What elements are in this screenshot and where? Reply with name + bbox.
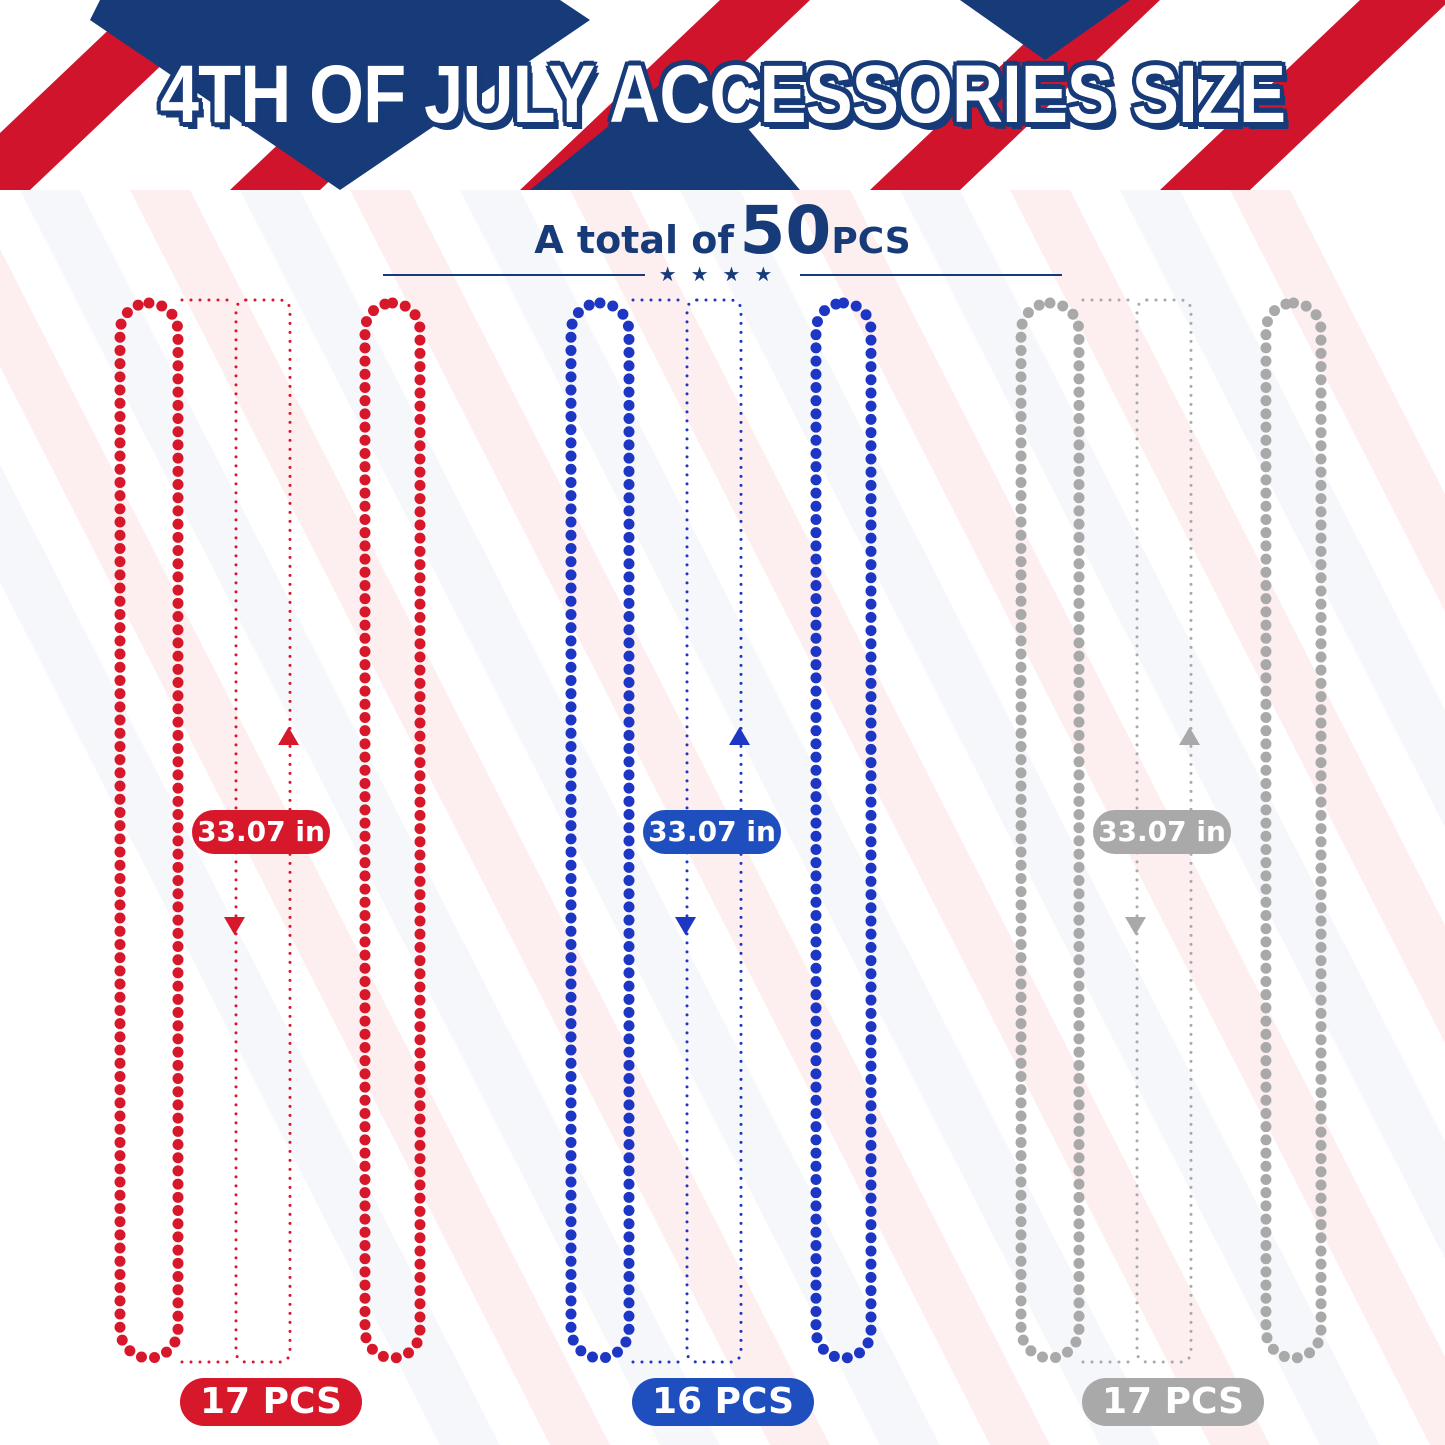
faint-flag-stripe bbox=[0, 464, 500, 1445]
faint-flag-stripe bbox=[130, 190, 830, 1445]
silver-dotted-guide bbox=[1135, 298, 1193, 1364]
flag-stripe bbox=[870, 0, 1160, 190]
arrow-up-icon bbox=[1179, 727, 1200, 745]
blue-bead-necklace bbox=[565, 297, 635, 1364]
arrow-up-icon bbox=[729, 727, 750, 745]
count-badge-blue: 16 PCS bbox=[632, 1378, 814, 1426]
count-badge-red: 17 PCS bbox=[180, 1378, 362, 1426]
faint-flag-stripe bbox=[20, 190, 720, 1445]
flag-stripe bbox=[1160, 0, 1445, 190]
total-prefix: A total of bbox=[534, 218, 734, 262]
faint-flag-stripe bbox=[900, 190, 1445, 1259]
red-dotted-guide bbox=[234, 298, 292, 1364]
faint-flag-stripe bbox=[1010, 190, 1445, 1044]
arrow-up-icon bbox=[278, 727, 299, 745]
red-bead-necklace bbox=[359, 297, 426, 1364]
divider-right bbox=[800, 274, 1062, 276]
faint-flag-stripe bbox=[1120, 190, 1445, 828]
faint-flag-stripe bbox=[570, 190, 1270, 1445]
silver-bead-necklace bbox=[1260, 297, 1327, 1364]
page-title: 4TH OF JULY ACCESSORIES SIZE bbox=[159, 49, 1286, 140]
length-label-red: 33.07 in bbox=[192, 810, 330, 854]
navy-band bbox=[90, 0, 590, 20]
faint-flag-stripe bbox=[680, 190, 1380, 1445]
silver-bead-necklace bbox=[1015, 297, 1085, 1364]
faint-flag-stripe bbox=[240, 190, 940, 1445]
arrow-down-icon bbox=[224, 917, 245, 935]
navy-triangle bbox=[960, 0, 1130, 60]
length-label-blue: 33.07 in bbox=[643, 810, 781, 854]
faint-flag-stripe bbox=[1230, 190, 1445, 612]
blue-bead-necklace bbox=[810, 297, 877, 1364]
navy-chevron bbox=[90, 20, 590, 190]
divider-left bbox=[383, 274, 645, 276]
total-count: A total of 50PCS bbox=[0, 192, 1445, 269]
arrow-down-icon bbox=[675, 917, 696, 935]
faint-flag-stripe bbox=[460, 190, 1160, 1445]
blue-dotted-guide bbox=[685, 298, 743, 1364]
red-bead-necklace bbox=[114, 297, 184, 1364]
stars-icon: ★★★★ bbox=[658, 262, 787, 286]
navy-triangle bbox=[530, 60, 800, 190]
total-unit: PCS bbox=[831, 221, 911, 262]
length-label-silver: 33.07 in bbox=[1093, 810, 1231, 854]
total-number: 50 bbox=[739, 192, 832, 269]
count-badge-silver: 17 PCS bbox=[1082, 1378, 1264, 1426]
arrow-down-icon bbox=[1125, 917, 1146, 935]
